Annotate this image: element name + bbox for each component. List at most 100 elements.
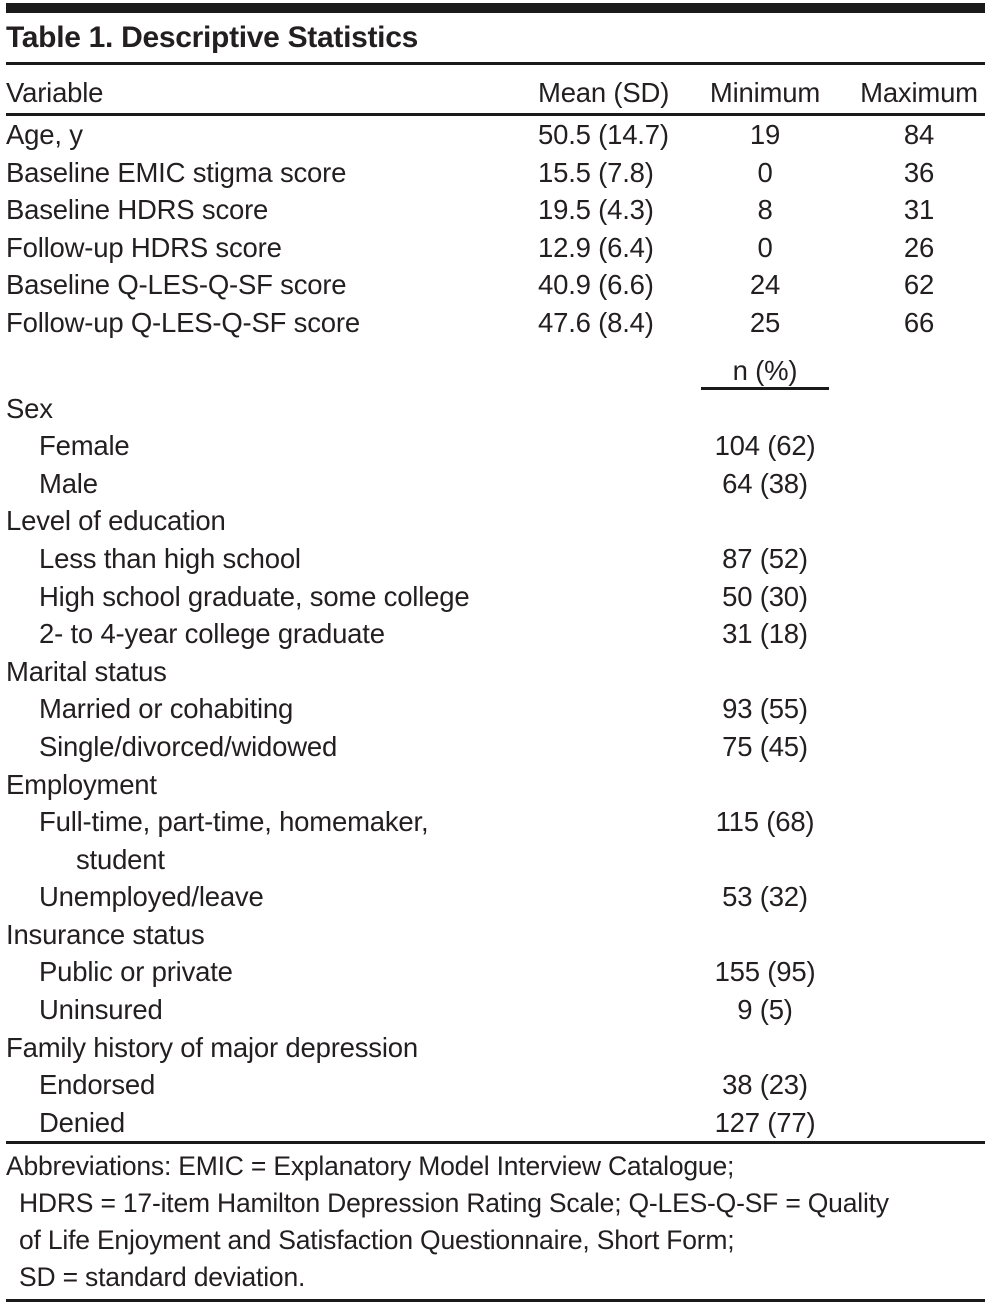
col-header-maximum: Maximum xyxy=(860,77,978,108)
column-header-row: Variable Mean (SD) Minimum Maximum xyxy=(6,65,985,113)
cell-empty xyxy=(829,1104,985,1142)
cell-empty xyxy=(538,690,701,728)
category-item-row: Less than high school 87 (52) xyxy=(6,540,985,578)
title-rule xyxy=(6,62,985,65)
cell-maximum: 62 xyxy=(903,269,935,301)
item-label-line: Married or cohabiting xyxy=(39,693,294,725)
cell-maximum: 36 xyxy=(903,156,935,188)
category-item-row: Public or private 155 (95) xyxy=(6,953,985,991)
cell-empty xyxy=(829,427,985,465)
cell-empty xyxy=(538,653,701,691)
footnote-rule xyxy=(6,1141,985,1145)
cell-empty xyxy=(829,653,985,691)
category-item-row: Unemployed/leave 53 (32) xyxy=(6,878,985,916)
section-label: Marital status xyxy=(6,655,167,687)
top-rule-thick xyxy=(6,3,985,13)
cell-empty xyxy=(701,916,829,954)
item-label: Less than high school xyxy=(6,540,538,578)
numeric-rows-group: Age, y 50.5 (14.7) 19 84 Baseline EMIC stigm… xyxy=(6,116,985,342)
cell-variable: Follow-up HDRS score xyxy=(6,231,282,263)
item-label-line: Full-time, part-time, homemaker, xyxy=(39,806,429,838)
cell-minimum: 24 xyxy=(749,269,781,301)
category-item-row: Uninsured 9 (5) xyxy=(6,991,985,1029)
numeric-row: Baseline Q-LES-Q-SF score 40.9 (6.6) 24 62 xyxy=(6,266,985,304)
cell-empty xyxy=(829,766,985,804)
cell-empty xyxy=(829,878,985,916)
item-label-line: 2- to 4-year college graduate xyxy=(39,618,385,650)
section-label: Family history of major depression xyxy=(6,1031,418,1063)
item-label: Married or cohabiting xyxy=(6,690,538,728)
cell-empty xyxy=(701,502,829,540)
cell-empty xyxy=(538,390,701,428)
cell-empty xyxy=(538,766,701,804)
cell-variable: Baseline Q-LES-Q-SF score xyxy=(6,269,347,301)
cell-n-pct: 115 (68) xyxy=(715,806,815,838)
cell-minimum: 0 xyxy=(757,231,773,263)
item-label-line: Single/divorced/widowed xyxy=(39,730,338,762)
cell-minimum: 0 xyxy=(757,156,773,188)
item-label-line: Denied xyxy=(39,1106,125,1138)
section-label-row: Level of education xyxy=(6,502,985,540)
categorical-rows-group: Sex Female 104 (62) Male 64 (38) Level of edu… xyxy=(6,390,985,1142)
footnote-line: HDRS = 17-item Hamilton Depression Ratin… xyxy=(19,1188,889,1219)
col-header-variable: Variable xyxy=(6,77,104,108)
table-title: Table 1. Descriptive Statistics xyxy=(6,21,418,54)
item-label: Female xyxy=(6,427,538,465)
footnote-line: of Life Enjoyment and Satisfaction Quest… xyxy=(19,1225,735,1256)
section-label-row: Employment xyxy=(6,766,985,804)
item-label-line: Public or private xyxy=(39,956,233,988)
item-label: Denied xyxy=(6,1104,538,1142)
cell-n-pct: 64 (38) xyxy=(722,467,808,499)
col-header-minimum: Minimum xyxy=(709,77,821,108)
col-header-mean-sd: Mean (SD) xyxy=(538,77,670,108)
cell-empty xyxy=(701,390,829,428)
cell-empty xyxy=(538,502,701,540)
cell-mean-sd: 50.5 (14.7) xyxy=(538,119,669,150)
cell-empty xyxy=(701,653,829,691)
cell-empty xyxy=(538,465,701,503)
cell-empty xyxy=(538,578,701,616)
cell-empty xyxy=(829,615,985,653)
cell-n-pct: 53 (32) xyxy=(722,881,808,913)
cell-minimum: 25 xyxy=(749,306,781,338)
section-label: Employment xyxy=(6,768,157,800)
cell-empty xyxy=(538,991,701,1029)
cell-minimum: 19 xyxy=(749,119,781,150)
cell-maximum: 31 xyxy=(903,194,935,226)
footnote-line: Abbreviations: EMIC = Explanatory Model … xyxy=(6,1151,735,1182)
cell-empty xyxy=(701,1029,829,1067)
item-label: Endorsed xyxy=(6,1066,538,1104)
category-item-row: 2- to 4-year college graduate 31 (18) xyxy=(6,615,985,653)
category-item-row: Single/divorced/widowed 75 (45) xyxy=(6,728,985,766)
item-label: Unemployed/leave xyxy=(6,878,538,916)
cell-empty xyxy=(829,1066,985,1104)
cell-empty xyxy=(829,803,985,878)
section-label-row: Marital status xyxy=(6,653,985,691)
numeric-row: Age, y 50.5 (14.7) 19 84 xyxy=(6,116,985,154)
cell-minimum: 8 xyxy=(757,194,773,226)
cell-n-pct: 38 (23) xyxy=(722,1069,808,1101)
cell-empty xyxy=(829,690,985,728)
cell-mean-sd: 19.5 (4.3) xyxy=(538,194,654,226)
category-item-row: Endorsed 38 (23) xyxy=(6,1066,985,1104)
cell-mean-sd: 40.9 (6.6) xyxy=(538,269,654,301)
cell-empty xyxy=(829,540,985,578)
cell-n-pct: 31 (18) xyxy=(722,618,808,650)
cell-n-pct: 127 (77) xyxy=(714,1106,816,1138)
cell-n-pct: 104 (62) xyxy=(714,430,816,462)
footnote: Abbreviations: EMIC = Explanatory Model … xyxy=(6,1144,985,1299)
cell-empty xyxy=(538,728,701,766)
cell-n-pct: 9 (5) xyxy=(737,994,793,1026)
n-pct-subheader-row: n (%) xyxy=(6,342,985,390)
item-label: Uninsured xyxy=(6,991,538,1029)
header-rule xyxy=(6,113,985,116)
cell-empty xyxy=(829,390,985,428)
section-label: Level of education xyxy=(6,505,226,537)
cell-empty xyxy=(829,728,985,766)
n-pct-label: n (%) xyxy=(701,355,829,390)
numeric-row: Follow-up Q-LES-Q-SF score 47.6 (8.4) 25 66 xyxy=(6,304,985,342)
section-label-row: Family history of major depression xyxy=(6,1029,985,1067)
cell-mean-sd: 12.9 (6.4) xyxy=(538,231,654,263)
item-label: Male xyxy=(6,465,538,503)
